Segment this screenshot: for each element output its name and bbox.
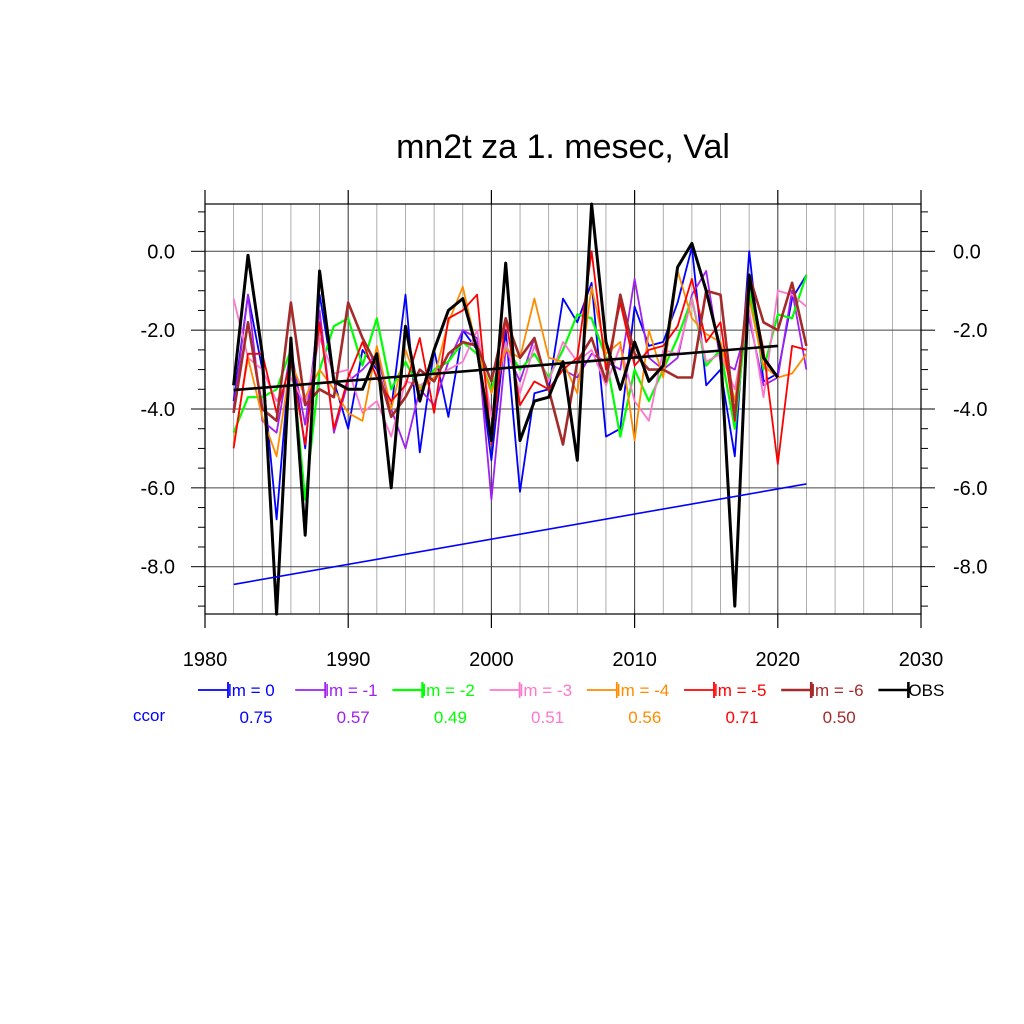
- axis-labels: 1980 1990 2000 2010 2020 2030 0.0 0.0 -2.0 -2.0 -4…: [141, 241, 988, 671]
- legend-label-0: lm = 0: [228, 681, 275, 700]
- y-tick-label-right: 0.0: [953, 241, 981, 263]
- ccor-value-1: 0.57: [337, 708, 370, 727]
- x-tick-label: 2010: [612, 649, 657, 671]
- trend-line-1: [233, 344, 778, 392]
- legend: lm = 0 0.75 lm = -1 0.57 lm = -2 0.49 lm = -3 0…: [133, 681, 944, 727]
- legend-label-1: lm = -1: [325, 681, 377, 700]
- x-tick-label: 2030: [899, 649, 944, 671]
- y-tick-label-right: -6.0: [953, 478, 987, 500]
- x-tick-label: 2000: [469, 649, 514, 671]
- plot-frame: [191, 190, 935, 628]
- ccor-value-5: 0.71: [725, 708, 758, 727]
- ccor-value-6: 0.50: [823, 708, 856, 727]
- x-tick-label: 1980: [183, 649, 228, 671]
- y-tick-label-left: 0.0: [147, 241, 175, 263]
- trend-layer: [233, 344, 807, 586]
- y-tick-label-left: -6.0: [141, 478, 175, 500]
- series-line-3: [232, 289, 807, 438]
- legend-label-4: lm = -4: [617, 681, 669, 700]
- series-layer: [232, 202, 808, 616]
- y-tick-label-right: -4.0: [953, 399, 987, 421]
- y-tick-label-left: -8.0: [141, 557, 175, 579]
- series-line-7: [232, 202, 780, 616]
- ccor-label: ccor: [133, 706, 165, 725]
- y-tick-label-right: -8.0: [953, 557, 987, 579]
- y-tick-label-left: -4.0: [141, 399, 175, 421]
- x-tick-label: 2020: [756, 649, 801, 671]
- legend-label-6: lm = -6: [811, 681, 863, 700]
- legend-label-3: lm = -3: [520, 681, 572, 700]
- y-tick-label-left: -2.0: [141, 320, 175, 342]
- chart-title: mn2t za 1. mesec, Val: [396, 128, 730, 166]
- ccor-value-3: 0.51: [531, 708, 564, 727]
- series-line-6: [232, 273, 808, 446]
- legend-label-2: lm = -2: [422, 681, 474, 700]
- ccor-value-2: 0.49: [434, 708, 467, 727]
- grid: [204, 204, 922, 614]
- ccor-value-0: 0.75: [239, 708, 272, 727]
- x-tick-label: 1990: [326, 649, 371, 671]
- legend-label-7: OBS: [908, 681, 944, 700]
- y-tick-label-right: -2.0: [953, 320, 987, 342]
- legend-label-5: lm = -5: [714, 681, 766, 700]
- trend-line-0: [233, 483, 807, 586]
- ccor-value-4: 0.56: [628, 708, 661, 727]
